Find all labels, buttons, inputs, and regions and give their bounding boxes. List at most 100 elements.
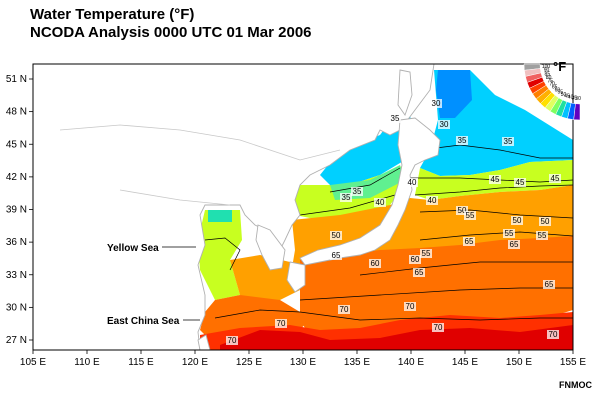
contour-label: 60 — [411, 255, 420, 264]
contour-label: 40 — [408, 178, 417, 187]
contour-label-bg — [338, 305, 350, 314]
contour-label: 30 — [432, 99, 441, 108]
contour-label-bg — [464, 211, 476, 220]
kyushu — [286, 261, 306, 293]
legend-value: 50 — [561, 92, 567, 98]
contour-label-bg — [508, 240, 520, 249]
contour-label: 60 — [371, 259, 380, 268]
lon-tick-label: 110 E — [74, 357, 100, 368]
legend-swatch — [573, 103, 581, 121]
isotherm-70 — [214, 309, 573, 321]
lon-tick-label: 115 E — [128, 357, 154, 368]
contour-label-bg — [330, 251, 342, 260]
contour-label-bg — [413, 268, 425, 277]
isotherm-65 — [299, 287, 573, 301]
contour-label-bg — [389, 114, 401, 123]
lat-tick-label: 39 N — [6, 205, 27, 216]
contour-label: 45 — [551, 174, 560, 183]
lat-tick-label: 27 N — [6, 335, 27, 346]
lat-tick-label: 45 N — [6, 139, 27, 150]
lon-tick-label: 105 E — [20, 357, 46, 368]
legend-value: 85 — [545, 71, 551, 77]
legend-value: 55 — [558, 90, 564, 96]
contour-label: 40 — [428, 196, 437, 205]
contour-label: 35 — [391, 114, 400, 123]
contour-label: 45 — [491, 175, 500, 184]
contour-label: 50 — [458, 206, 467, 215]
contour-label-bg — [502, 137, 514, 146]
contour-label: 55 — [505, 229, 514, 238]
label-yellow-sea: Yellow Sea — [107, 243, 159, 254]
legend-value: 80 — [546, 75, 552, 81]
contour-label: 55 — [466, 211, 475, 220]
contour-label: 35 — [504, 137, 513, 146]
contour-label-bg — [340, 193, 352, 202]
contour-label: 55 — [538, 231, 547, 240]
legend-unit: °F — [553, 59, 566, 74]
isotherm-60 — [359, 261, 573, 276]
band-yellow-sea — [198, 210, 242, 300]
contour-label-bg — [456, 136, 468, 145]
isotherm-40w — [329, 167, 401, 193]
lat-tick-label: 30 N — [6, 302, 27, 313]
legend-value: 35 — [572, 96, 578, 102]
contour-label: 65 — [510, 240, 519, 249]
contour-label: 50 — [513, 216, 522, 225]
contour-label: 55 — [422, 249, 431, 258]
contour-label-bg — [409, 255, 421, 264]
contour-label-bg — [275, 319, 287, 328]
contour-label-bg — [456, 206, 468, 215]
legend-value: 60 — [555, 87, 561, 93]
border-line — [59, 124, 341, 161]
korea — [255, 224, 286, 271]
contour-label: 40 — [376, 198, 385, 207]
contour-label: 70 — [434, 323, 443, 332]
contour-label-bg — [351, 187, 363, 196]
lat-tick-label: 48 N — [6, 107, 27, 118]
contour-label-bg — [369, 259, 381, 268]
contour-label-bg — [404, 302, 416, 311]
place-labels: Yellow Sea East China Sea — [107, 243, 200, 327]
lon-tick-label: 155 E — [560, 357, 586, 368]
contour-label-bg — [489, 175, 501, 184]
japan — [299, 117, 441, 266]
band-40 — [330, 165, 405, 200]
contour-label: 35 — [342, 193, 351, 202]
label-east-china-sea: East China Sea — [107, 316, 180, 327]
contour-label-bg — [539, 217, 551, 226]
contour-label: 35 — [458, 136, 467, 145]
longitude-axis: 105 E 110 E 115 E 120 E 125 E 130 E 135 E 140 E… — [20, 350, 586, 368]
lon-tick-label: 130 E — [290, 357, 316, 368]
contour-label: 50 — [332, 231, 341, 240]
lat-tick-label: 36 N — [6, 237, 27, 248]
contour-label-bg — [543, 280, 555, 289]
contour-label-bg — [426, 196, 438, 205]
lon-tick-label: 135 E — [344, 357, 370, 368]
contour-label-bg — [511, 216, 523, 225]
contour-label-bg — [374, 198, 386, 207]
legend-value: 75 — [547, 78, 553, 84]
contour-label-bg — [438, 120, 450, 129]
contour-label-bg — [547, 330, 559, 339]
contour-label: 50 — [541, 217, 550, 226]
contour-label: 70 — [406, 302, 415, 311]
credit-label: FNMOC — [559, 380, 592, 390]
contour-label: 70 — [228, 336, 237, 345]
isotherm-yellow-sea — [204, 237, 241, 271]
contour-label-bg — [330, 231, 342, 240]
contour-label: 30 — [440, 120, 449, 129]
band-75 — [220, 325, 573, 350]
contour-label: 35 — [353, 187, 362, 196]
contour-label-bg — [432, 323, 444, 332]
legend-value: 90 — [544, 68, 550, 74]
legend-value: 30 — [575, 96, 581, 102]
lat-tick-label: 51 N — [6, 74, 27, 85]
contour-label-bg — [430, 99, 442, 108]
isotherm-45 — [414, 184, 574, 196]
lon-tick-label: 145 E — [452, 357, 478, 368]
band-65 — [300, 236, 573, 338]
legend-value: 70 — [549, 82, 555, 88]
